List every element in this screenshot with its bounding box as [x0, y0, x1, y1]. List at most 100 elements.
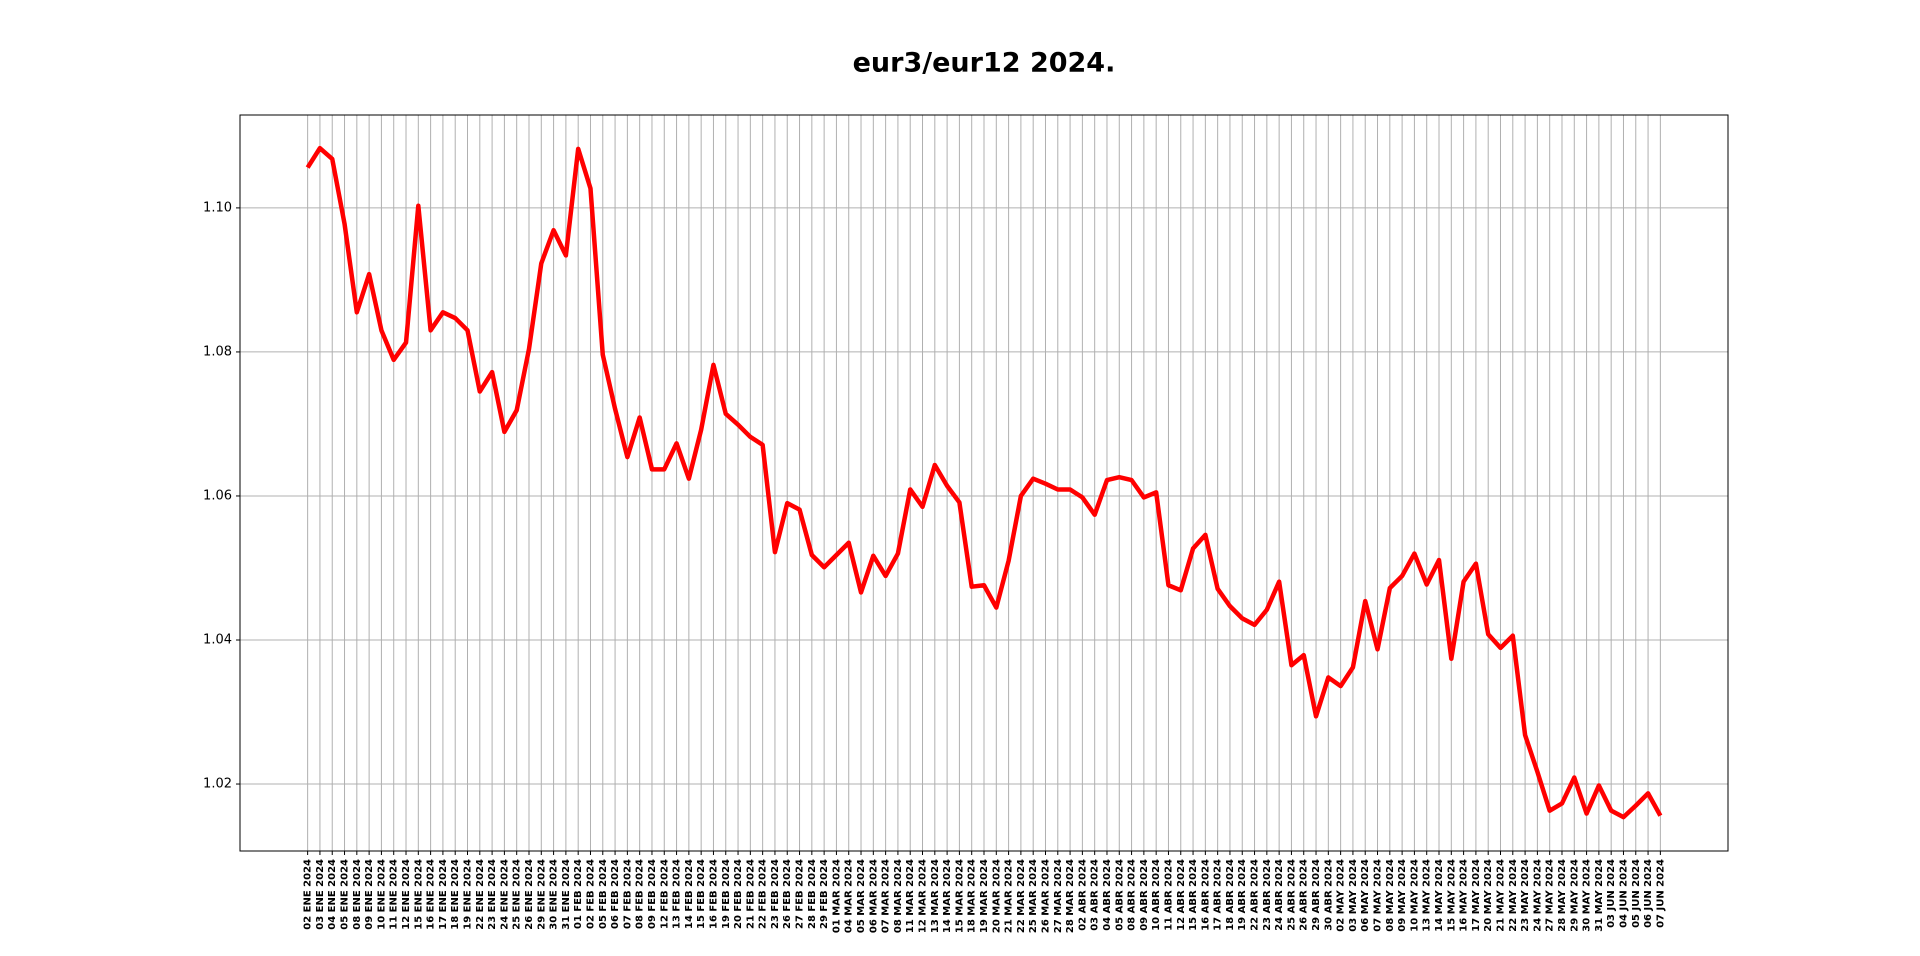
x-tick-label: 28 MAY 2024: [1557, 859, 1568, 932]
x-tick-label: 26 MAR 2024: [1040, 859, 1051, 933]
x-tick-label: 11 ABR 2024: [1163, 859, 1174, 931]
x-tick-label: 19 MAR 2024: [979, 859, 990, 933]
data-line: [305, 145, 1663, 820]
x-tick-label: 04 MAR 2024: [844, 859, 855, 933]
x-tick-label: 12 MAR 2024: [918, 859, 929, 933]
x-tick-label: 14 FEB 2024: [684, 859, 695, 929]
x-tick-label: 18 ABR 2024: [1225, 859, 1236, 931]
x-tick-label: 04 JUN 2024: [1618, 859, 1629, 928]
x-tick-label: 13 MAR 2024: [930, 859, 941, 933]
x-tick-label: 31 ENE 2024: [561, 859, 572, 930]
x-tick-label: 29 ABR 2024: [1311, 859, 1322, 931]
x-tick-label: 16 MAY 2024: [1459, 859, 1470, 932]
x-tick-label: 22 MAR 2024: [1016, 859, 1027, 933]
x-tick-label: 26 FEB 2024: [782, 859, 793, 929]
x-tick-label: 28 MAR 2024: [1065, 859, 1076, 933]
x-tick-label: 20 MAY 2024: [1483, 859, 1494, 932]
x-tick-label: 12 ABR 2024: [1176, 859, 1187, 931]
x-tick-label: 10 MAY 2024: [1409, 859, 1420, 932]
x-tick-label: 24 ABR 2024: [1274, 859, 1285, 931]
x-tick-label: 07 JUN 2024: [1655, 859, 1666, 928]
x-tick-label: 15 FEB 2024: [696, 859, 707, 929]
x-tick-label: 07 MAY 2024: [1373, 859, 1384, 932]
x-tick-label: 31 MAY 2024: [1594, 859, 1605, 932]
x-tick-label: 26 ABR 2024: [1299, 859, 1310, 931]
x-tick-label: 05 MAR 2024: [856, 859, 867, 933]
y-tick-label: 1.06: [203, 488, 232, 503]
x-tick-label: 13 FEB 2024: [672, 859, 683, 929]
x-tick-label: 27 FEB 2024: [795, 859, 806, 929]
x-tick-label: 18 ENE 2024: [450, 859, 461, 930]
x-tick-label: 23 ENE 2024: [487, 859, 498, 930]
x-tick-label: 29 FEB 2024: [819, 859, 830, 929]
x-tick-label: 17 ENE 2024: [438, 859, 449, 930]
x-tick-label: 21 MAR 2024: [1004, 859, 1015, 933]
x-tick-label: 01 MAR 2024: [831, 859, 842, 933]
x-tick-label: 20 MAR 2024: [991, 859, 1002, 933]
x-tick-label: 06 MAR 2024: [868, 859, 879, 933]
y-tick-label: 1.08: [203, 344, 232, 359]
x-tick-label: 16 FEB 2024: [708, 859, 719, 929]
x-tick-label: 17 ABR 2024: [1213, 859, 1224, 931]
x-tick-label: 09 ENE 2024: [364, 859, 375, 930]
x-tick-label: 25 MAR 2024: [1028, 859, 1039, 933]
x-tick-label: 10 ABR 2024: [1151, 859, 1162, 931]
x-tick-label: 30 ABR 2024: [1323, 859, 1334, 931]
y-tick-label: 1.10: [203, 200, 232, 215]
x-tick-label: 25 ENE 2024: [512, 859, 523, 930]
x-tick-label: 24 ENE 2024: [499, 859, 510, 930]
x-tick-label: 06 MAY 2024: [1360, 859, 1371, 932]
x-tick-label: 12 ENE 2024: [401, 859, 412, 930]
x-tick-label: 04 ENE 2024: [327, 859, 338, 930]
x-tick-label: 06 FEB 2024: [610, 859, 621, 929]
x-tick-label: 01 FEB 2024: [573, 859, 584, 929]
y-tick-label: 1.02: [203, 777, 232, 792]
x-tick-label: 08 MAR 2024: [893, 859, 904, 933]
x-tick-label: 23 ABR 2024: [1262, 859, 1273, 931]
x-tick-label: 09 ABR 2024: [1139, 859, 1150, 931]
x-tick-label: 17 MAY 2024: [1471, 859, 1482, 932]
x-tick-label: 16 ENE 2024: [426, 859, 437, 930]
x-tick-label: 25 ABR 2024: [1286, 859, 1297, 931]
plot-frame: [239, 114, 1729, 852]
x-tick-label: 21 MAY 2024: [1495, 859, 1506, 932]
x-tick-label: 26 ENE 2024: [524, 859, 535, 930]
x-tick-label: 10 ENE 2024: [376, 859, 387, 930]
x-tick-label: 28 FEB 2024: [807, 859, 818, 929]
x-tick-label: 05 ENE 2024: [340, 859, 351, 930]
x-tick-label: 02 MAY 2024: [1336, 859, 1347, 932]
x-tick-label: 02 ABR 2024: [1077, 859, 1088, 931]
x-tick-label: 03 ABR 2024: [1090, 859, 1101, 931]
x-tick-label: 23 FEB 2024: [770, 859, 781, 929]
x-tick-label: 24 MAY 2024: [1532, 859, 1543, 932]
x-tick-label: 04 ABR 2024: [1102, 859, 1113, 931]
x-tick-label: 05 FEB 2024: [598, 859, 609, 929]
x-tick-label: 08 FEB 2024: [635, 859, 646, 929]
x-tick-label: 23 MAY 2024: [1520, 859, 1531, 932]
x-tick-label: 22 FEB 2024: [758, 859, 769, 929]
x-tick-label: 02 FEB 2024: [585, 859, 596, 929]
x-tick-label: 30 MAY 2024: [1582, 859, 1593, 932]
x-tick-label: 08 ABR 2024: [1127, 859, 1138, 931]
x-tick-label: 02 ENE 2024: [303, 859, 314, 930]
x-tick-label: 09 FEB 2024: [647, 859, 658, 929]
x-tick-label: 19 ABR 2024: [1237, 859, 1248, 931]
x-tick-label: 30 ENE 2024: [549, 859, 560, 930]
x-tick-label: 03 ENE 2024: [315, 859, 326, 930]
x-tick-label: 22 MAY 2024: [1508, 859, 1519, 932]
x-tick-label: 15 MAR 2024: [954, 859, 965, 933]
x-tick-label: 14 MAY 2024: [1434, 859, 1445, 932]
x-tick-label: 22 ENE 2024: [475, 859, 486, 930]
x-tick-label: 16 ABR 2024: [1200, 859, 1211, 931]
y-tick-label: 1.04: [203, 632, 232, 647]
x-tick-label: 08 MAY 2024: [1385, 859, 1396, 932]
x-tick-label: 19 FEB 2024: [721, 859, 732, 929]
x-tick-label: 05 JUN 2024: [1631, 859, 1642, 928]
x-tick-label: 11 MAR 2024: [905, 859, 916, 933]
x-tick-label: 13 MAY 2024: [1422, 859, 1433, 932]
x-tick-label: 12 FEB 2024: [659, 859, 670, 929]
x-tick-label: 03 JUN 2024: [1606, 859, 1617, 928]
x-tick-label: 18 MAR 2024: [967, 859, 978, 933]
x-tick-label: 19 ENE 2024: [463, 859, 474, 930]
